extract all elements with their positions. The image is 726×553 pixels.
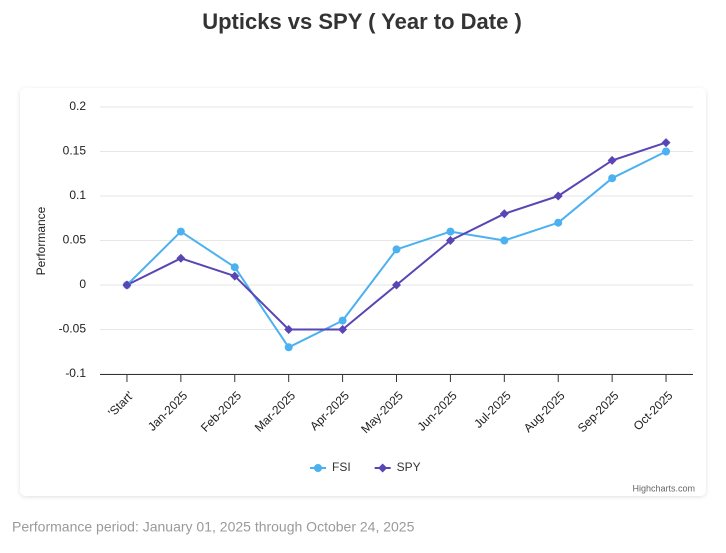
data-point (122, 280, 132, 290)
footnote: Performance period: January 01, 2025 thr… (12, 519, 415, 535)
legend-marker (378, 463, 388, 473)
y-tick-label: -0.05 (59, 322, 87, 336)
data-point (230, 271, 240, 281)
data-point (608, 174, 617, 183)
data-point (176, 253, 186, 263)
data-point (662, 147, 671, 156)
data-point (446, 227, 455, 236)
data-point (338, 325, 348, 334)
legend-marker (314, 464, 322, 472)
data-point (661, 138, 671, 148)
data-point (392, 280, 401, 290)
data-point (176, 227, 185, 236)
data-point (230, 263, 239, 272)
credit: Highcharts.com (632, 483, 695, 493)
data-point (500, 236, 509, 245)
data-point (284, 325, 294, 334)
data-point (392, 245, 401, 254)
data-point (554, 218, 563, 227)
data-point (553, 191, 563, 201)
chart-title: Upticks vs SPY ( Year to Date ) (202, 9, 522, 34)
y-tick-label: 0.1 (69, 188, 86, 202)
data-point (284, 343, 293, 352)
y-tick-label: 0.2 (69, 99, 86, 113)
y-tick-label: 0.05 (63, 233, 87, 247)
legend-label: SPY (397, 460, 421, 474)
data-point (499, 209, 509, 219)
y-tick-label: 0 (79, 277, 86, 291)
y-tick-label: 0.15 (63, 144, 87, 158)
y-axis-label: Performance (34, 206, 48, 275)
y-tick-label: -0.1 (65, 366, 86, 380)
legend-label: FSI (332, 460, 351, 474)
data-point (338, 316, 347, 325)
data-point (445, 236, 455, 245)
data-point (607, 155, 617, 165)
